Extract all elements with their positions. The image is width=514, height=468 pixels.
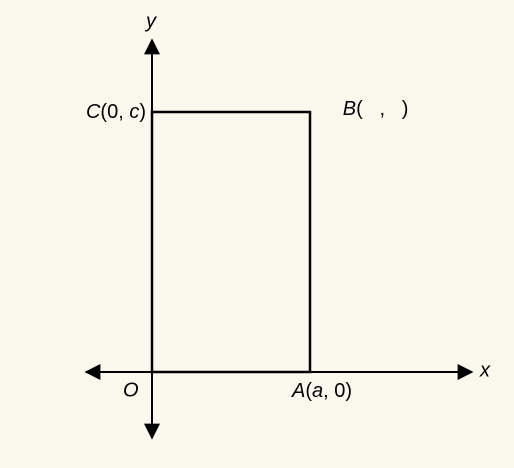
y-axis-label: y	[144, 10, 157, 32]
label-part: (0,	[100, 101, 129, 123]
x-axis-label: x	[479, 359, 491, 381]
label-part: , 0)	[323, 380, 352, 402]
label-part: c	[129, 101, 139, 123]
point-label-o: O	[123, 379, 139, 401]
point-label-b: B( , )	[315, 98, 425, 120]
label-part: ( , )	[356, 98, 408, 120]
label-part: A	[291, 380, 305, 402]
rectangle	[150, 110, 312, 374]
label-part: )	[139, 101, 146, 123]
point-label-c: C(0, c)	[86, 101, 146, 123]
label-part: (	[305, 380, 312, 402]
label-part: B	[343, 98, 356, 120]
point-label-a: A(a, 0)	[291, 380, 352, 402]
label-part: C	[86, 101, 101, 123]
label-part: a	[312, 380, 323, 402]
